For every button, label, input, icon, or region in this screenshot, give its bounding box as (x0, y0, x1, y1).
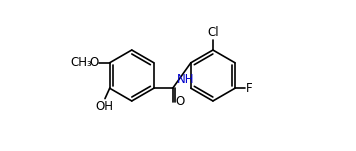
Text: CH₃: CH₃ (70, 56, 92, 69)
Text: NH: NH (177, 73, 195, 86)
Text: O: O (90, 56, 99, 69)
Text: OH: OH (96, 100, 114, 112)
Text: F: F (246, 82, 253, 95)
Text: Cl: Cl (207, 26, 219, 39)
Text: O: O (176, 95, 185, 108)
